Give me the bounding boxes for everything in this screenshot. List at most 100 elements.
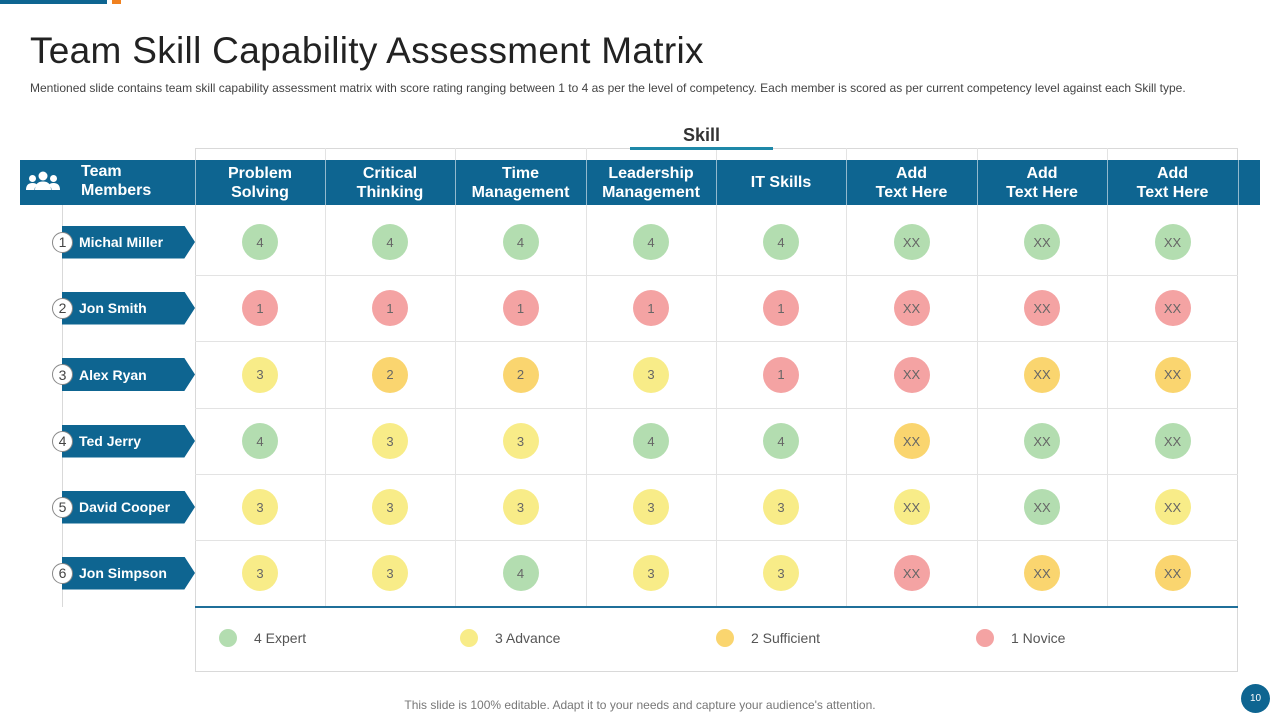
score-dot: 1 — [633, 290, 669, 326]
score-dot: 3 — [242, 555, 278, 591]
header-divider — [716, 160, 717, 205]
column-header: Add Text Here — [875, 164, 948, 201]
column-header: Leadership Management — [602, 164, 700, 201]
score-dot: XX — [1154, 356, 1191, 393]
legend-item: 1 Novice — [976, 628, 1065, 648]
score-dot: XX — [893, 423, 930, 459]
grid-vline — [977, 148, 978, 608]
score-dot: 3 — [372, 555, 408, 591]
header-divider — [846, 160, 847, 205]
grid-hline — [195, 540, 1238, 541]
member-number: 3 — [52, 364, 73, 385]
score-dot: 3 — [633, 489, 669, 525]
score-dot: XX — [1154, 224, 1191, 260]
score-dot: 3 — [763, 489, 799, 525]
score-dot: XX — [893, 489, 930, 525]
score-dot: 4 — [502, 555, 539, 591]
score-dot: 3 — [633, 555, 669, 591]
member-name: Ted Jerry — [79, 433, 141, 449]
score-dot: XX — [1024, 224, 1060, 260]
member-name: Alex Ryan — [79, 366, 147, 383]
score-dot: 3 — [502, 489, 539, 525]
member-name-tag — [62, 225, 195, 259]
team-icon — [26, 171, 60, 190]
score-dot: 1 — [502, 290, 539, 326]
score-dot: XX — [1024, 290, 1060, 326]
score-dot: 1 — [763, 290, 799, 326]
member-number: 4 — [52, 430, 73, 452]
legend-dot — [976, 629, 994, 647]
header-divider — [325, 160, 326, 205]
legend-item: 2 Sufficient — [716, 628, 820, 648]
member-name-tag — [62, 424, 195, 458]
member-name-tag — [62, 490, 195, 524]
grid-hline — [195, 408, 1238, 409]
score-dot: 4 — [242, 224, 278, 260]
member-number: 6 — [52, 562, 73, 584]
matrix-header-band — [20, 160, 1260, 205]
score-dot: XX — [893, 290, 930, 326]
member-number: 5 — [52, 496, 73, 518]
header-divider — [195, 160, 196, 205]
score-dot: 4 — [633, 423, 669, 459]
column-header: Problem Solving — [227, 164, 292, 201]
score-dot: XX — [1154, 290, 1191, 326]
legend-label: 1 Novice — [1011, 630, 1066, 646]
legend-label: 2 Sufficient — [751, 630, 821, 646]
column-header: Time Management — [471, 164, 570, 201]
footer-note: This slide is 100% editable. Adapt it to… — [404, 698, 876, 712]
accent-bar-orange — [112, 0, 121, 4]
header-divider — [977, 160, 978, 205]
score-dot: XX — [1154, 489, 1191, 525]
legend-separator — [195, 606, 1238, 608]
score-dot: 2 — [372, 356, 408, 393]
column-header: Add Text Here — [1006, 164, 1078, 201]
grid-hline — [195, 341, 1238, 342]
score-dot: 1 — [763, 356, 799, 393]
legend-dot — [219, 629, 237, 647]
score-dot: 4 — [502, 224, 539, 260]
member-name: David Cooper — [79, 499, 171, 515]
accent-bar-blue — [0, 0, 107, 4]
score-dot: XX — [1024, 555, 1060, 591]
legend-label: 3 Advance — [495, 630, 561, 646]
score-dot: 1 — [242, 290, 278, 326]
grid-vline — [455, 148, 456, 608]
score-dot: XX — [893, 356, 930, 393]
grid-vline — [716, 148, 717, 608]
header-divider — [1107, 160, 1108, 205]
member-name: Jon Simpson — [79, 565, 167, 581]
legend-dot — [460, 629, 478, 647]
grid-vline — [586, 148, 587, 608]
column-header: IT Skills — [750, 174, 812, 191]
member-number: 2 — [52, 297, 73, 319]
score-dot: XX — [1024, 423, 1060, 459]
legend-label: 4 Expert — [254, 630, 307, 646]
score-dot: 1 — [372, 290, 408, 326]
grid-vline — [846, 148, 847, 608]
skill-underline — [630, 147, 773, 150]
score-dot: XX — [1024, 356, 1060, 393]
member-name: Michal Miller — [79, 234, 164, 250]
score-dot: 3 — [502, 423, 539, 459]
legend-dot — [716, 629, 734, 647]
score-dot: 4 — [242, 423, 278, 459]
member-name: Jon Smith — [79, 300, 147, 316]
member-number: 1 — [52, 231, 73, 253]
member-name-tag — [62, 291, 195, 325]
team-members-header: Team Members — [81, 163, 152, 199]
score-dot: 3 — [242, 489, 278, 525]
legend-item: 3 Advance — [460, 628, 560, 648]
score-dot: 3 — [242, 356, 278, 393]
score-dot: 4 — [372, 224, 408, 260]
grid-hline — [195, 474, 1238, 475]
score-dot: 3 — [763, 555, 799, 591]
score-dot: 4 — [763, 224, 799, 260]
header-divider — [1238, 160, 1239, 205]
column-header: Add Text Here — [1136, 164, 1209, 201]
score-dot: 4 — [763, 423, 799, 459]
header-divider — [455, 160, 456, 205]
score-dot: XX — [1154, 423, 1191, 459]
page-subtitle: Mentioned slide contains team skill capa… — [30, 81, 1186, 95]
legend-item: 4 Expert — [219, 628, 306, 648]
